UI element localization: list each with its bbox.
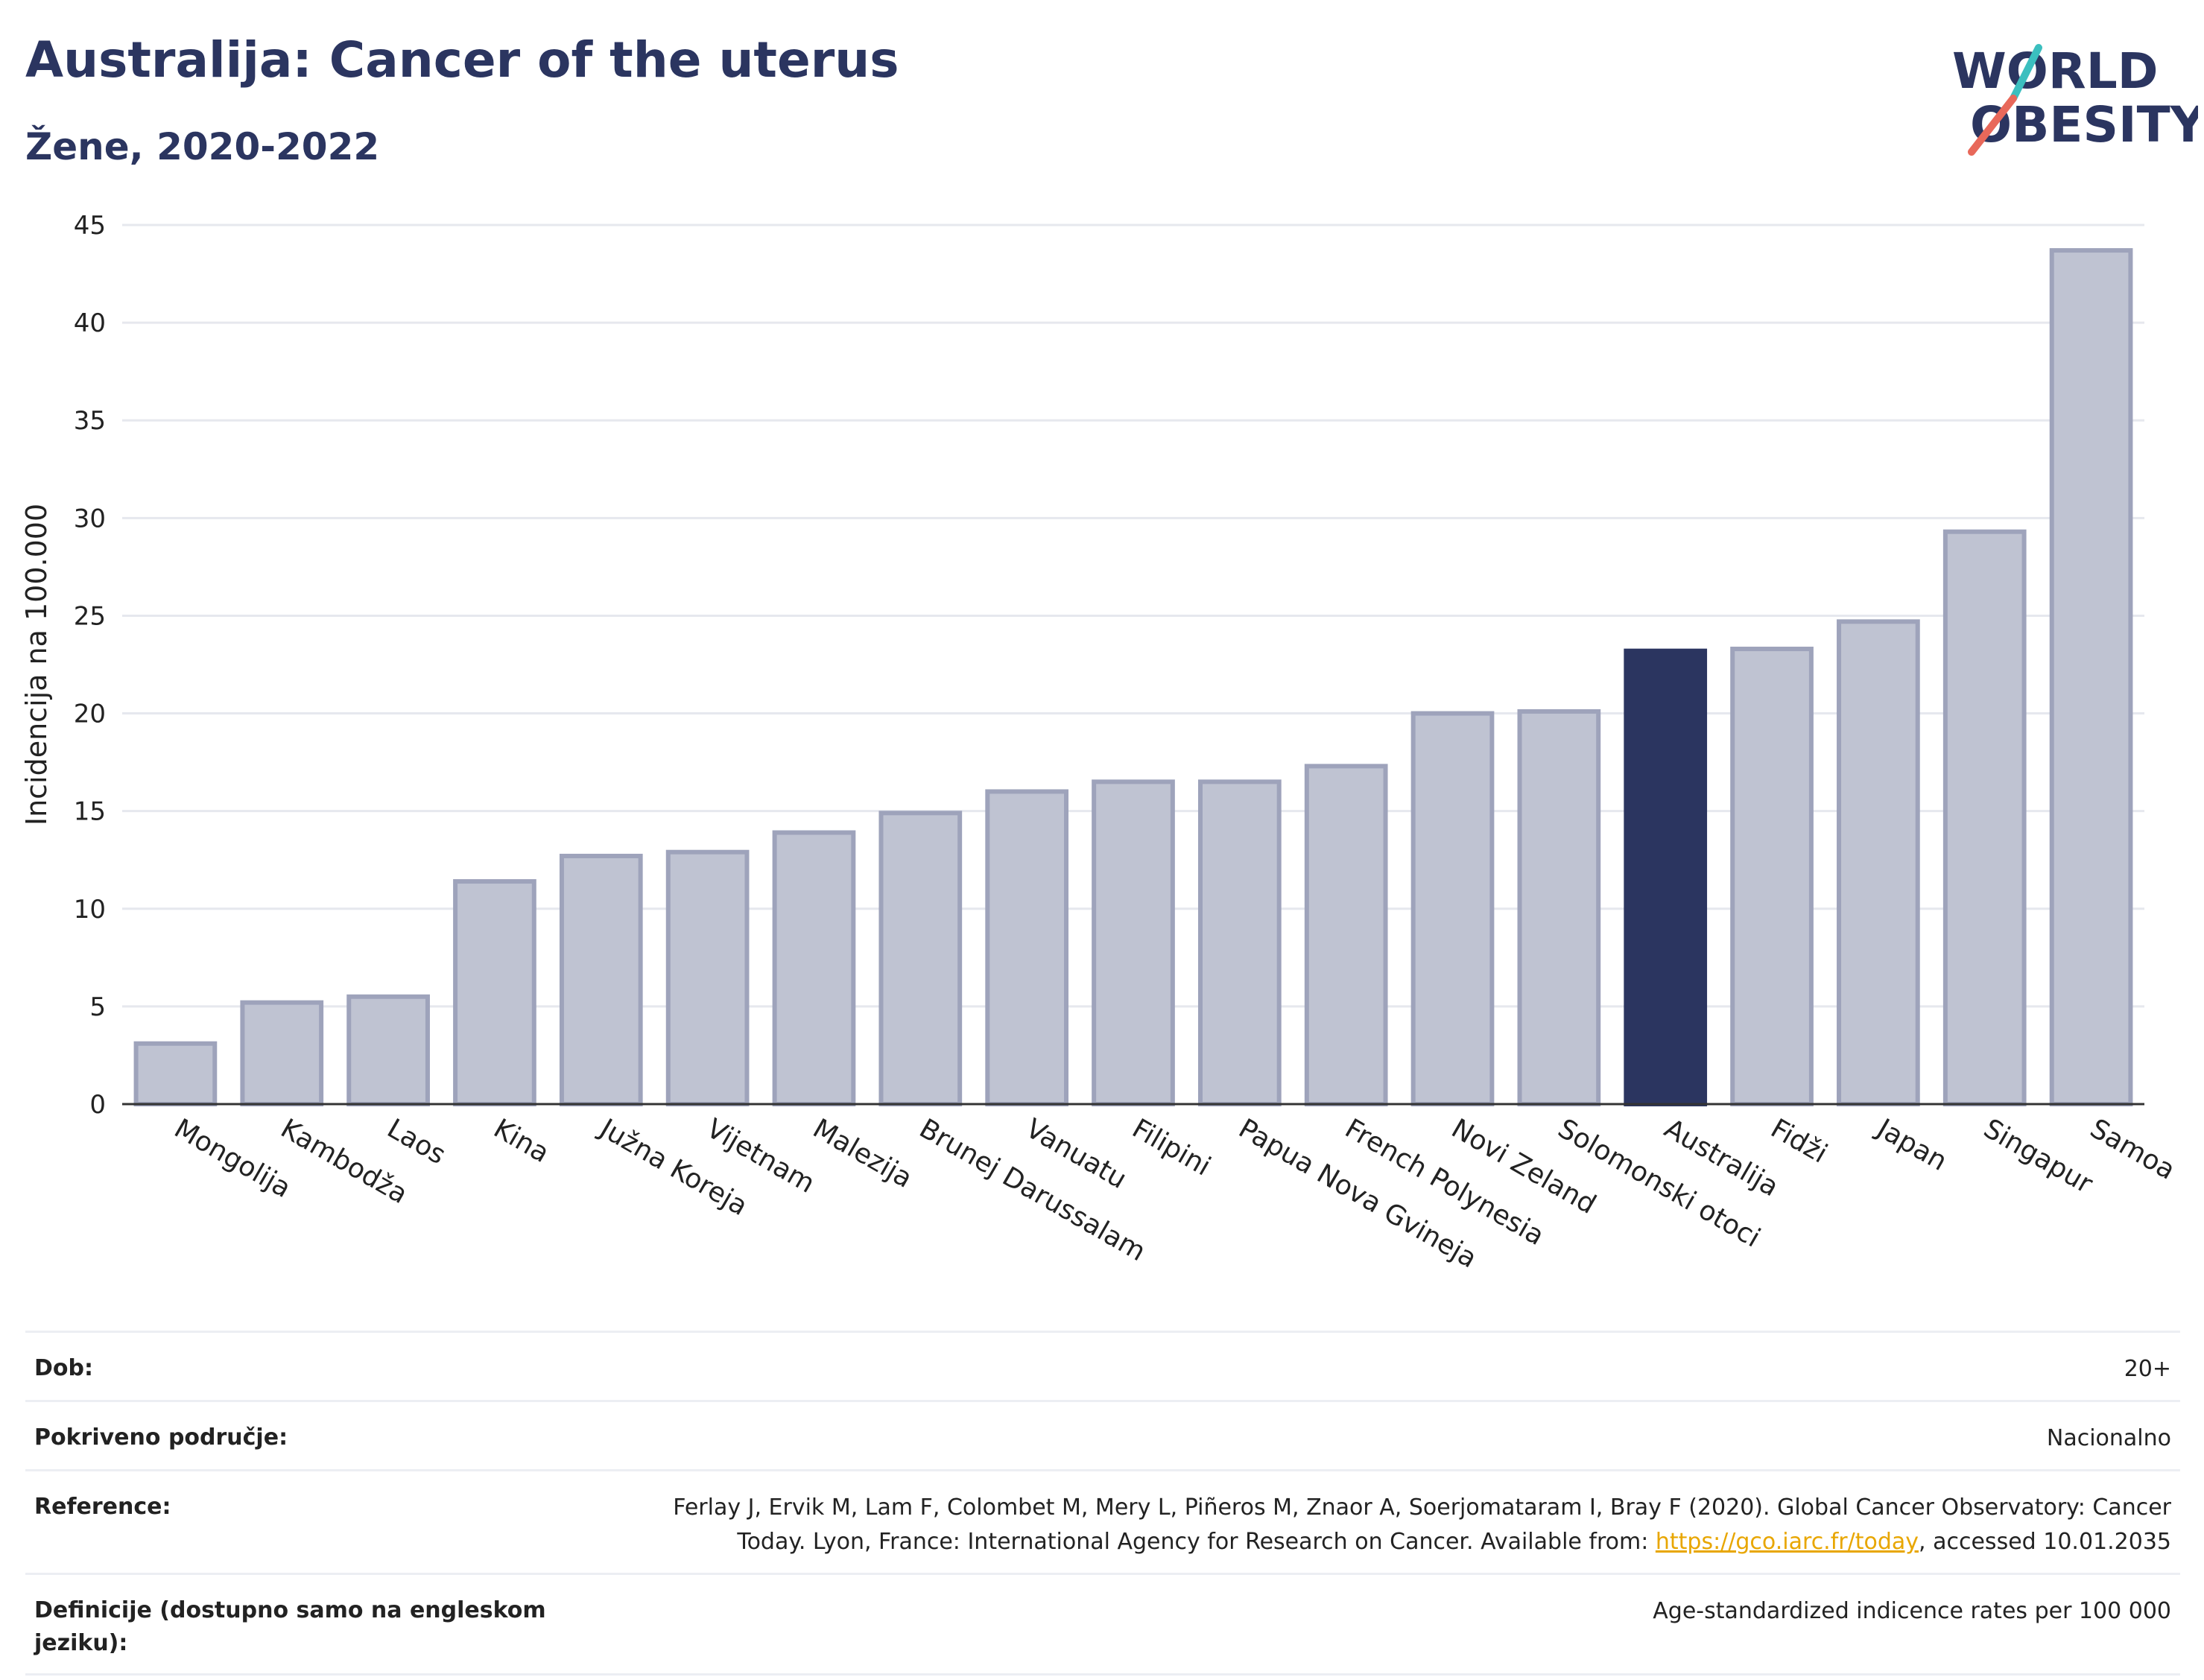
bar-brunej-darussalam	[878, 811, 963, 1106]
bar-vijetnam	[665, 849, 750, 1106]
x-tick-label: Samoa	[2085, 1113, 2180, 1186]
x-tick-label: Mongolija	[169, 1113, 296, 1204]
x-tick-label: Laos	[382, 1113, 451, 1170]
bar-novi-zeland	[1410, 711, 1495, 1106]
world-obesity-logo: WORLD OBESITY	[1952, 42, 2198, 156]
reference-accessed: , accessed 10.01.2035	[1919, 1529, 2171, 1555]
reference-value: Ferlay J, Ervik M, Lam F, Colombet M, Me…	[607, 1491, 2171, 1559]
meta-row-definitions: Definicije (dostupno samo na engleskom j…	[25, 1573, 2180, 1676]
bar-solomonski-otoci	[1517, 709, 1601, 1106]
y-tick-label: 20	[74, 700, 106, 729]
reference-label: Reference:	[34, 1494, 171, 1520]
logo-slash-coral	[1968, 95, 2017, 156]
meta-row-age: Dob: 20+	[25, 1331, 2180, 1400]
y-tick-label: 30	[74, 504, 106, 533]
bar-papua-nova-gvineja	[1197, 779, 1282, 1106]
chart-title: Australija: Cancer of the uterus	[25, 31, 899, 89]
reference-text-line2: Today. Lyon, France: International Agenc…	[737, 1529, 1656, 1555]
bar-fidži	[1730, 647, 1814, 1106]
y-tick-label: 15	[74, 797, 106, 827]
definitions-value: Age-standardized indicence rates per 100…	[1653, 1598, 2171, 1624]
bar-kina	[453, 879, 536, 1106]
x-tick-label: Malezija	[808, 1113, 917, 1194]
bar-french-polynesia	[1304, 764, 1388, 1106]
definitions-label: Definicije (dostupno samo na engleskom j…	[34, 1597, 546, 1656]
y-tick-label: 0	[89, 1090, 106, 1120]
logo-text-world: WORLD	[1952, 42, 2159, 100]
bar-mongolija	[133, 1041, 218, 1106]
y-tick-label: 40	[74, 308, 106, 338]
y-tick-label: 10	[74, 895, 106, 925]
bar-japan	[1837, 619, 1920, 1106]
metadata-table: Dob: 20+ Pokriveno područje: Nacionalno …	[25, 1331, 2180, 1676]
x-tick-label: Fidži	[1766, 1113, 1833, 1169]
age-label: Dob:	[34, 1355, 93, 1381]
coverage-value: Nacionalno	[2046, 1425, 2171, 1451]
x-tick-label: Filipini	[1127, 1113, 1216, 1182]
age-value: 20+	[2124, 1356, 2171, 1382]
y-tick-labels: 0 5 10 15 20 25 30 35 40 45	[74, 211, 106, 1120]
x-tick-label: Singapur	[1978, 1113, 2097, 1199]
bars	[133, 248, 2133, 1107]
y-axis-label: Incidencija na 100.000	[20, 504, 53, 825]
y-tick-label: 35	[74, 406, 106, 436]
y-tick-label: 25	[74, 601, 106, 631]
x-tick-label: Kina	[488, 1113, 554, 1169]
bar-malezija	[772, 830, 856, 1106]
y-tick-label: 45	[74, 211, 106, 241]
meta-row-coverage: Pokriveno područje: Nacionalno	[25, 1400, 2180, 1469]
reference-text-line1: Ferlay J, Ervik M, Lam F, Colombet M, Me…	[673, 1494, 2171, 1521]
bar-vanuatu	[985, 789, 1069, 1106]
reference-link[interactable]: https://gco.iarc.fr/today	[1655, 1529, 1919, 1555]
coverage-label: Pokriveno područje:	[34, 1424, 288, 1451]
meta-row-reference: Reference: Ferlay J, Ervik M, Lam F, Col…	[25, 1469, 2180, 1573]
bar-singapur	[1942, 529, 2027, 1106]
logo-slash-teal	[2010, 44, 2042, 102]
x-tick-label: Japan	[1871, 1112, 1952, 1177]
chart-subtitle: Žene, 2020-2022	[25, 125, 380, 168]
bar-filipini	[1092, 779, 1175, 1106]
y-tick-label: 5	[89, 992, 106, 1022]
bar-samoa	[2049, 248, 2133, 1107]
bar-laos	[346, 994, 430, 1107]
bar-južna-koreja	[559, 853, 643, 1106]
bar-kambodža	[240, 1000, 324, 1106]
bar-australija	[1624, 648, 1708, 1106]
